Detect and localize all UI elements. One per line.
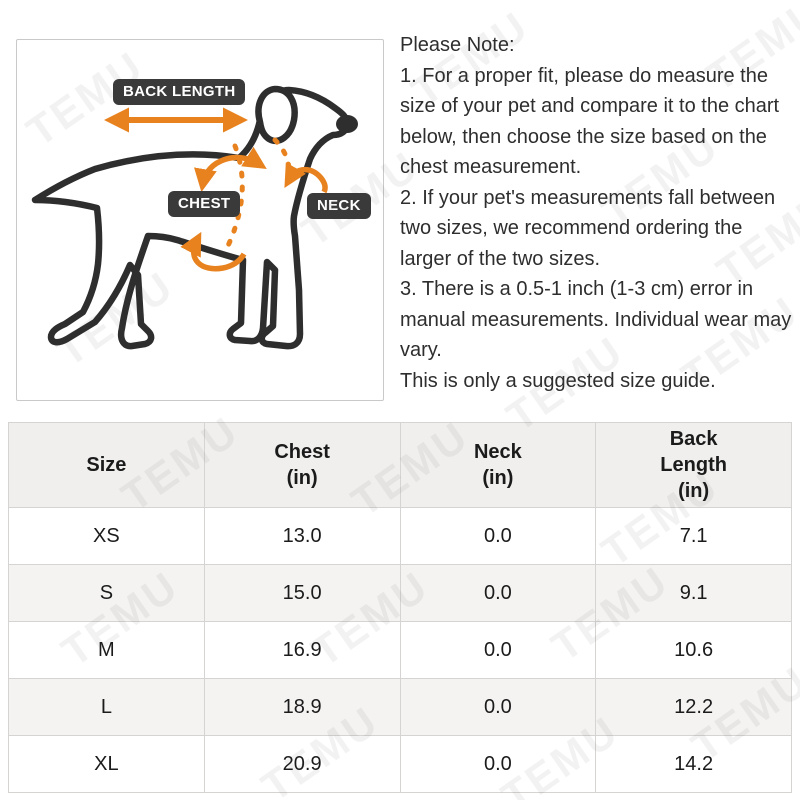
neck-dashed-line: [272, 137, 292, 179]
table-row: XL 20.9 0.0 14.2: [8, 735, 792, 793]
table-row: M 16.9 0.0 10.6: [8, 621, 792, 679]
neck-label: NECK: [307, 193, 371, 219]
header-row: Size Chest (in) Neck (in) Back Length (i…: [8, 422, 792, 508]
chest-girth-arrow-lower: [180, 231, 247, 272]
neck-cell: 0.0: [399, 735, 597, 793]
chest-girth-arrow-upper: [194, 146, 267, 193]
back-length-cell: 12.2: [595, 678, 792, 736]
col-header-chest: Chest (in): [203, 422, 401, 508]
chest-cell: 16.9: [203, 621, 401, 679]
size-cell: XL: [8, 735, 205, 793]
table-row: S 15.0 0.0 9.1: [8, 564, 792, 622]
col-header-neck: Neck (in): [399, 422, 597, 508]
chest-cell: 13.0: [203, 507, 401, 565]
chest-label: CHEST: [168, 191, 241, 217]
note-line: This is only a suggested size guide.: [400, 369, 716, 392]
back-length-cell: 10.6: [595, 621, 792, 679]
size-chart-table: Size Chest (in) Neck (in) Back Length (i…: [8, 422, 792, 793]
table-row: L 18.9 0.0 12.2: [8, 678, 792, 736]
note-line: 3. There is a 0.5-1 inch (1-3 cm) error …: [400, 278, 792, 361]
back-length-cell: 14.2: [595, 735, 792, 793]
size-cell: S: [8, 564, 205, 622]
note-line: 1. For a proper fit, please do measure t…: [400, 64, 780, 179]
dog-body-outline: [31, 86, 351, 350]
dog-ear-outline: [255, 85, 298, 145]
dog-measurement-diagram: BACK LENGTH CHEST NECK: [16, 39, 384, 401]
chest-cell: 15.0: [203, 564, 401, 622]
back-length-cell: 7.1: [595, 507, 792, 565]
note-title: Please Note:: [400, 34, 515, 56]
note-line: 2. If your pet's measurements fall betwe…: [400, 186, 776, 270]
size-cell: M: [8, 621, 205, 679]
col-header-size: Size: [8, 422, 205, 508]
note-section: Please Note: 1. For a proper fit, please…: [400, 30, 798, 396]
chest-cell: 18.9: [203, 678, 401, 736]
dog-nose: [336, 115, 358, 133]
size-cell: XS: [8, 507, 205, 565]
neck-cell: 0.0: [399, 678, 597, 736]
back-length-label: BACK LENGTH: [113, 79, 246, 105]
col-header-back-length: Back Length (in): [595, 422, 792, 508]
back-length-cell: 9.1: [595, 564, 792, 622]
chest-cell: 20.9: [203, 735, 401, 793]
dog-illustration: [31, 85, 358, 350]
neck-girth-arrow: [284, 162, 328, 194]
neck-cell: 0.0: [399, 621, 597, 679]
neck-cell: 0.0: [399, 564, 597, 622]
table-row: XS 13.0 0.0 7.1: [8, 507, 792, 565]
size-cell: L: [8, 678, 205, 736]
neck-cell: 0.0: [399, 507, 597, 565]
